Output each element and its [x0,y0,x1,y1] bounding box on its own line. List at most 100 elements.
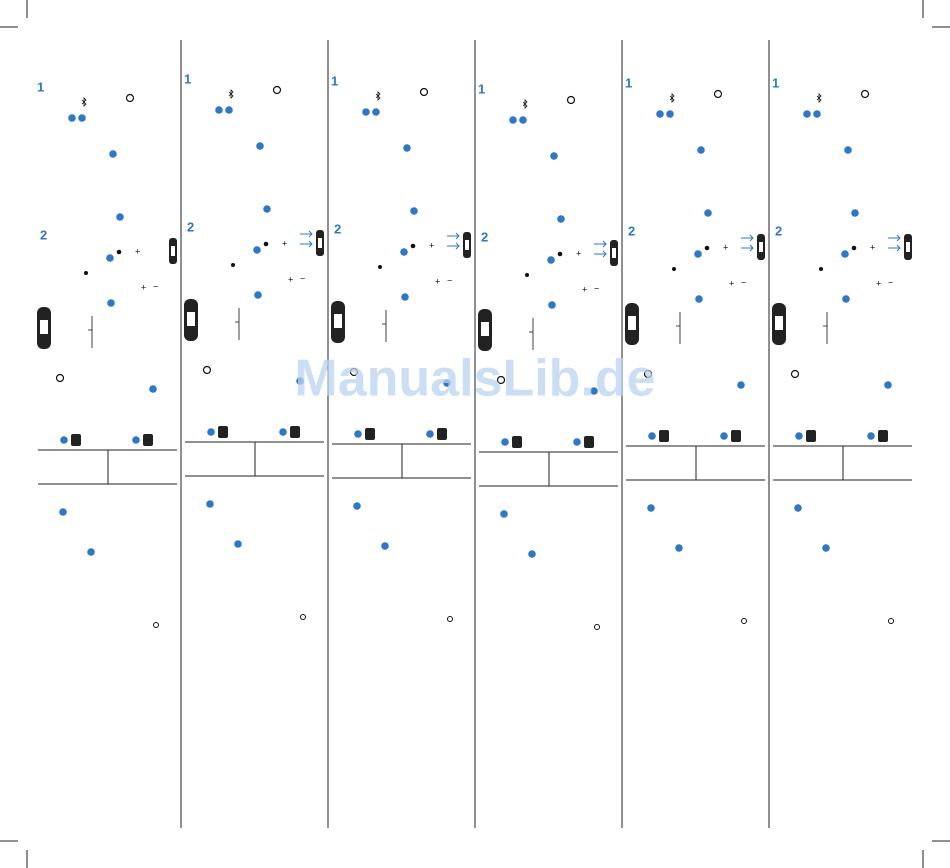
remote-screen [906,242,910,252]
battery-icon [365,428,375,440]
bluetooth-icon [375,91,381,101]
arrow [594,250,607,258]
step-dot [851,209,859,217]
step-dot [263,205,271,213]
table-lines [773,445,912,481]
minus-sign: − [741,277,746,287]
bluetooth-badge [437,428,447,440]
dial-icon [851,245,857,251]
arrow [741,234,754,242]
remote-screen [775,316,783,330]
power-icon [272,85,282,95]
dial-icon [231,263,235,267]
power-icon [713,89,723,99]
step-dot [695,295,703,303]
step-dot [354,430,362,438]
column: 12++ − [331,73,471,622]
plus-sign: + [135,246,140,256]
minus-sign: − [594,283,599,293]
step-dot [500,510,508,518]
pointer-line [676,312,681,344]
dial-icon [116,249,122,255]
power-icon [419,87,429,97]
small-icon [300,614,306,620]
step-dot [550,152,558,160]
step-dot [68,114,76,122]
step-dot [403,144,411,152]
step-dot [704,209,712,217]
table-lines [626,445,765,481]
step-dot [401,293,409,301]
step-dot [675,544,683,552]
step-dot [842,295,850,303]
step-dot [207,428,215,436]
arrow [741,244,754,252]
minus-sign: − [300,273,305,283]
step-dot [547,256,555,264]
step-dot [795,432,803,440]
step-dot [279,428,287,436]
step-dot [822,544,830,552]
step-dot [353,502,361,510]
dial-icon [378,265,382,269]
step-dot [528,550,536,558]
remote-screen [171,246,175,256]
bluetooth-badge [143,434,153,446]
column: 12++ − [37,79,177,628]
plus-sign: + [288,274,293,284]
step-number: 1 [625,75,632,90]
bluetooth-badge [290,426,300,438]
step-dot [87,548,95,556]
remote-screen [40,320,48,334]
battery-icon [659,430,669,442]
step-dot [362,108,370,116]
bluetooth-icon [669,93,675,103]
step-dot [519,116,527,124]
step-dot [884,381,892,389]
remote-screen [481,322,489,336]
power-icon [349,367,359,377]
bluetooth-icon [522,99,528,109]
arrow [594,240,607,248]
power-icon [55,373,65,383]
step-dot [443,379,451,387]
step-dot [656,110,664,118]
pointer-line [382,310,387,342]
step-dot [844,146,852,154]
minus-sign: − [447,275,452,285]
step-dot [400,248,408,256]
step-dot [206,500,214,508]
power-icon [790,369,800,379]
step-dot [215,106,223,114]
step-dot [149,385,157,393]
plus-sign: + [282,238,287,248]
step-number: 1 [184,71,191,86]
step-number: 2 [481,229,488,244]
step-number: 1 [37,79,44,94]
arrow [888,234,901,242]
step-dot [720,432,728,440]
small-icon [741,618,747,624]
dial-icon [704,245,710,251]
step-dot [803,110,811,118]
step-number: 2 [187,219,194,234]
remote-screen [187,312,195,326]
plus-sign: + [582,284,587,294]
battery-icon [218,426,228,438]
table-lines [38,449,177,485]
remote-screen [759,242,763,252]
step-dot [78,114,86,122]
step-dot [132,436,140,444]
step-dot [372,108,380,116]
step-number: 2 [628,223,635,238]
battery-icon [512,436,522,448]
step-dot [253,246,261,254]
small-icon [594,624,600,630]
small-icon [153,622,159,628]
step-dot [813,110,821,118]
step-dot [225,106,233,114]
step-dot [256,142,264,150]
step-dot [60,436,68,444]
step-dot [501,438,509,446]
